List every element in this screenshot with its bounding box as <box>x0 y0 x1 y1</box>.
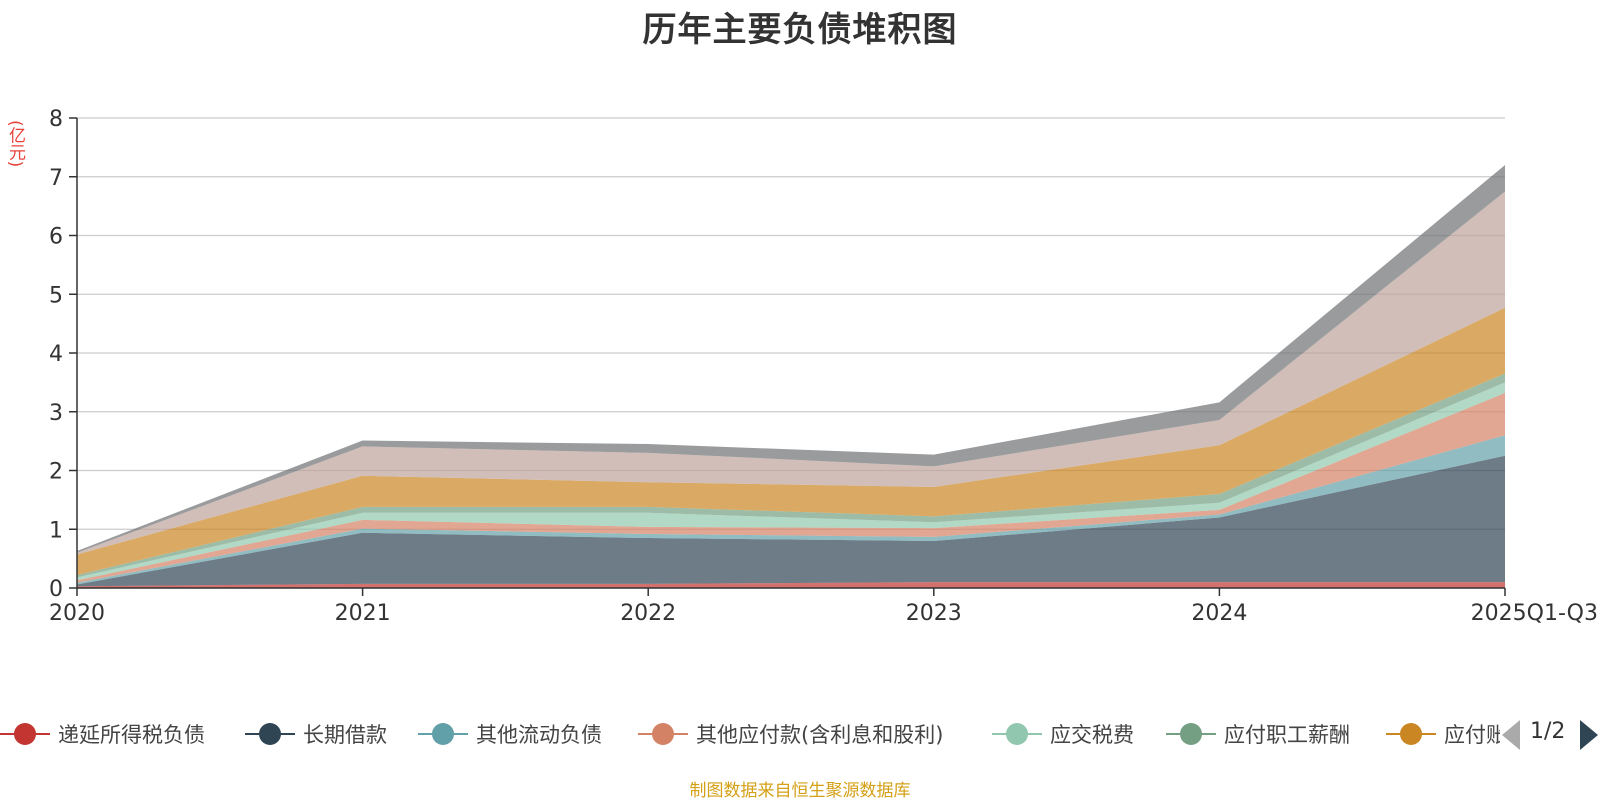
legend-item-5[interactable]: 应付职工薪酬 <box>1166 714 1350 754</box>
chart-title: 历年主要负债堆积图 <box>642 10 958 50</box>
y-tick-label: 7 <box>49 166 63 191</box>
legend-marker-icon <box>1166 714 1216 754</box>
y-tick-label: 3 <box>49 401 63 426</box>
legend-label: 其他应付款(含利息和股利) <box>696 723 944 747</box>
legend-item-6[interactable]: 应付账款 <box>1386 714 1500 754</box>
legend-label: 长期借款 <box>303 723 387 747</box>
y-tick-label: 1 <box>49 518 63 543</box>
y-tick-label: 0 <box>49 577 63 602</box>
legend-page-indicator: 1/2 <box>1530 719 1566 744</box>
legend-item-3[interactable]: 其他应付款(含利息和股利) <box>638 714 943 754</box>
legend-item-0[interactable]: 递延所得税负债 <box>0 714 205 754</box>
area-series-group <box>77 165 1505 588</box>
y-tick-label: 8 <box>49 107 63 132</box>
source-note: 制图数据来自恒生聚源数据库 <box>689 781 911 800</box>
area-series-1[interactable] <box>77 455 1505 587</box>
area-series-0[interactable] <box>77 582 1505 588</box>
x-tick-label: 2025Q1-Q3 <box>1471 601 1598 626</box>
legend-prev-page-icon[interactable] <box>1502 720 1520 750</box>
legend-marker-icon <box>1386 714 1436 754</box>
legend-marker-icon <box>418 714 468 754</box>
y-tick-label: 2 <box>49 460 63 485</box>
y-tick-label: 5 <box>49 283 63 308</box>
legend-pager: 1/2 <box>1500 714 1600 754</box>
x-tick-label: 2020 <box>49 601 105 626</box>
area-series-7[interactable] <box>77 191 1505 555</box>
legend-label: 应交税费 <box>1050 723 1134 747</box>
x-tick-label: 2024 <box>1191 601 1247 626</box>
x-tick-label: 2021 <box>335 601 391 626</box>
legend-marker-icon <box>245 714 295 754</box>
legend-item-1[interactable]: 长期借款 <box>245 714 387 754</box>
legend-label: 其他流动负债 <box>476 723 602 747</box>
legend-marker-icon <box>992 714 1042 754</box>
legend-label: 递延所得税负债 <box>58 723 205 747</box>
legend-item-4[interactable]: 应交税费 <box>992 714 1134 754</box>
x-tick-label: 2023 <box>906 601 962 626</box>
legend: 递延所得税负债 长期借款 其他流动负债 其他应付款(含利息和股利) 应交税费 应付职工薪酬… <box>0 714 1500 754</box>
x-tick-label: 2022 <box>620 601 676 626</box>
legend-marker-icon <box>638 714 688 754</box>
legend-marker-icon <box>0 714 50 754</box>
legend-label: 应付账款 <box>1444 723 1500 747</box>
axes: 0 1 2 3 4 5 6 7 8 2020 2021 2022 2023 2024 2025Q1-Q3 <box>49 107 1598 626</box>
y-axis-unit-label: (亿元) <box>5 120 25 168</box>
y-tick-label: 4 <box>49 342 63 367</box>
legend-item-2[interactable]: 其他流动负债 <box>418 714 602 754</box>
legend-label: 应付职工薪酬 <box>1224 723 1350 747</box>
y-tick-label: 6 <box>49 225 63 250</box>
legend-next-page-icon[interactable] <box>1580 720 1598 750</box>
